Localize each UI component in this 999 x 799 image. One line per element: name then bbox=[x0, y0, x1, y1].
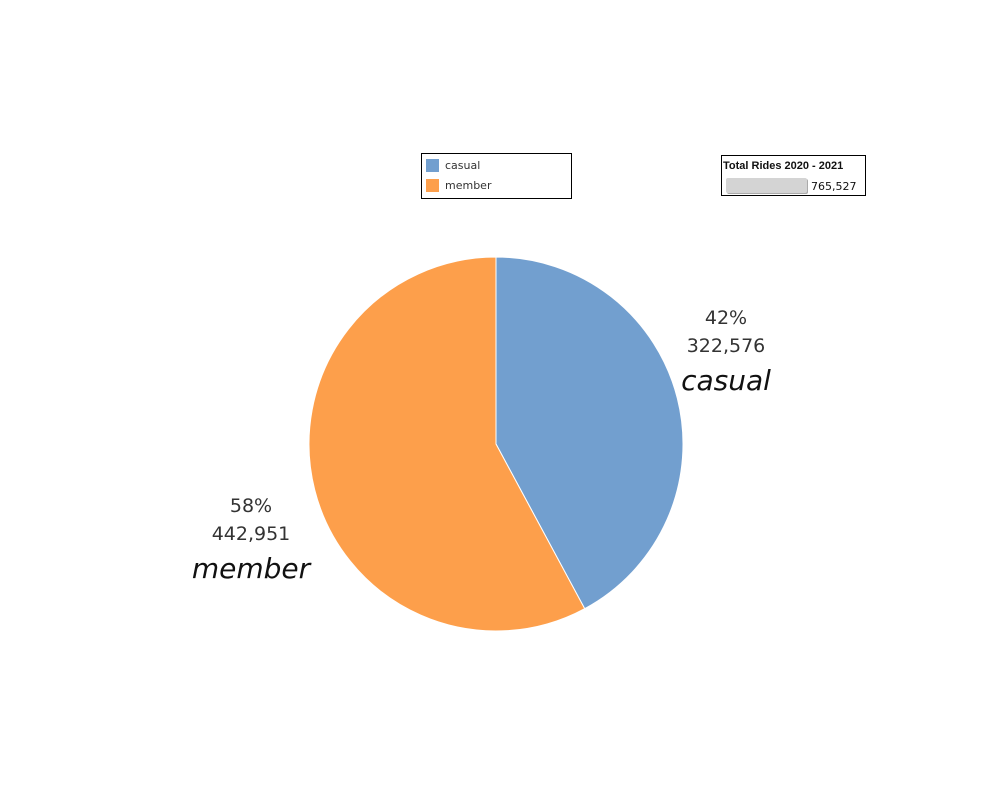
pie-label-value-member: 442,951 bbox=[212, 523, 291, 545]
total-rides-title: Total Rides 2020 - 2021 bbox=[723, 160, 844, 172]
pie-label-name-casual: casual bbox=[681, 364, 771, 397]
pie-slice-member[interactable] bbox=[308, 256, 586, 632]
legend-swatch-casual bbox=[426, 158, 439, 172]
legend-label-casual: casual bbox=[445, 158, 481, 172]
legend-item-member[interactable]: member bbox=[426, 178, 491, 192]
legend: casual member bbox=[421, 153, 572, 199]
pie-label-value-casual: 322,576 bbox=[687, 335, 766, 357]
pie-label-name-member: member bbox=[192, 552, 312, 585]
total-rides-bar bbox=[726, 178, 807, 193]
legend-label-member: member bbox=[445, 178, 492, 192]
legend-item-casual[interactable]: casual bbox=[426, 158, 480, 172]
pie-label-percent-casual: 42% bbox=[705, 307, 747, 329]
total-rides-card: Total Rides 2020 - 2021 765,527 bbox=[721, 155, 866, 196]
pie-labels: 42% 322,576 casual 58% 442,951 member bbox=[192, 307, 771, 585]
pie-label-percent-member: 58% bbox=[230, 495, 272, 517]
pie-slice-casual[interactable] bbox=[495, 256, 684, 610]
pie-slices bbox=[308, 256, 684, 632]
total-rides-value: 765,527 bbox=[811, 180, 857, 193]
legend-swatch-member bbox=[426, 178, 439, 192]
